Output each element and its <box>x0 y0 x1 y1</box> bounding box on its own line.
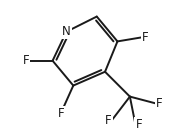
Text: F: F <box>105 114 112 127</box>
Text: F: F <box>156 97 163 110</box>
Text: F: F <box>58 107 64 120</box>
Text: F: F <box>142 31 149 44</box>
Text: F: F <box>23 54 29 67</box>
Text: F: F <box>135 118 142 131</box>
Text: N: N <box>62 25 71 38</box>
